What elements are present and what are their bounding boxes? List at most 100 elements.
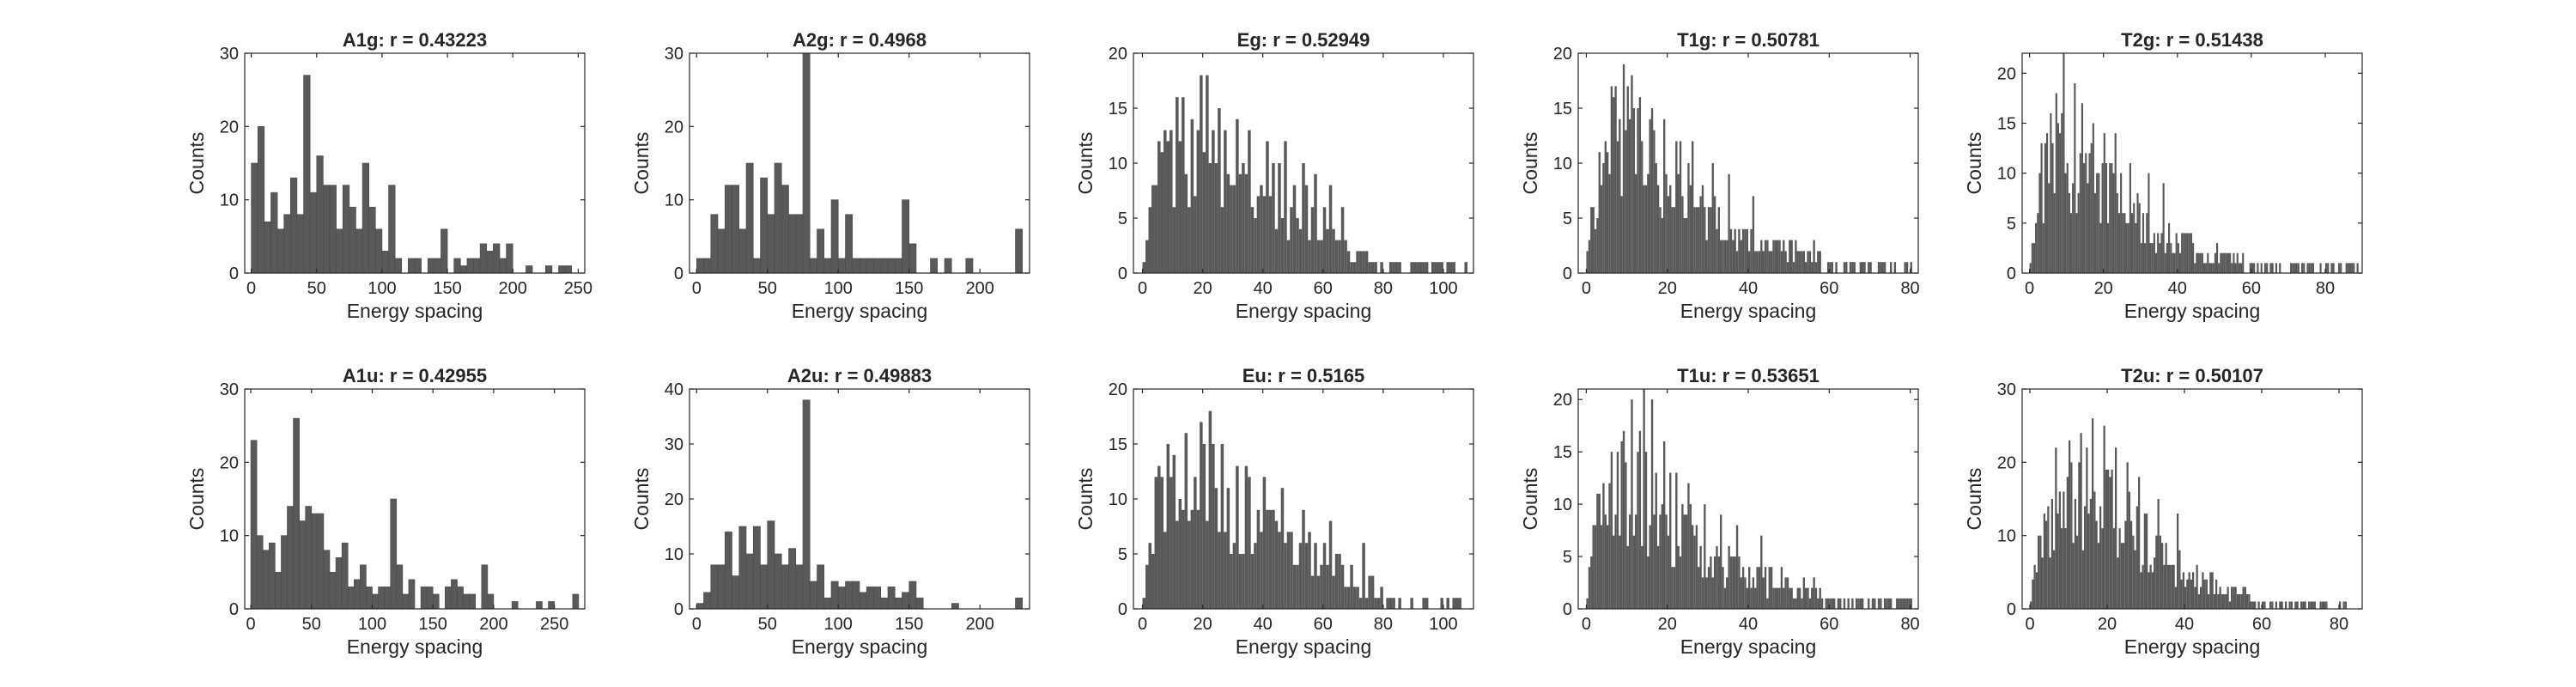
histogram-bar xyxy=(2327,263,2330,273)
histogram-bar xyxy=(2188,233,2190,273)
histogram-bar xyxy=(2105,469,2107,609)
histogram-bar xyxy=(1260,185,1263,273)
histogram-bar xyxy=(1596,218,1599,273)
histogram-bar xyxy=(781,185,789,274)
histogram-bar xyxy=(2266,263,2269,273)
y-tick-label: 15 xyxy=(1553,100,1572,119)
histogram-bar xyxy=(2180,579,2183,609)
histogram-bar xyxy=(1398,598,1401,609)
histogram-bar xyxy=(1720,240,1722,273)
histogram-bar xyxy=(1675,141,1678,273)
histogram-bar xyxy=(275,572,282,610)
histogram-bar xyxy=(1802,577,1805,609)
histogram-bar xyxy=(1220,444,1224,609)
histogram-bar xyxy=(336,228,343,274)
histogram-bar xyxy=(1608,173,1611,273)
y-tick-label: 5 xyxy=(2007,215,2016,234)
histogram-bar xyxy=(1726,240,1728,273)
histogram-bar xyxy=(2049,557,2051,609)
histogram-bar xyxy=(1452,598,1455,609)
histogram-bar xyxy=(493,243,501,274)
histogram-bar xyxy=(2239,593,2241,609)
histogram-bar xyxy=(2123,543,2125,609)
histogram-panel: 0 50 100 150 200 250 0 10 20 30 A1g: r = 0.43223 En… xyxy=(185,29,592,322)
histogram-bar xyxy=(1607,525,1609,609)
histogram-bar xyxy=(1616,141,1619,273)
histogram-bar xyxy=(2115,447,2117,609)
histogram-bar xyxy=(2142,564,2144,609)
histogram-bar xyxy=(1750,228,1753,273)
histogram-bar xyxy=(2215,579,2218,609)
x-tick-label: 0 xyxy=(2025,279,2034,298)
histogram-bar xyxy=(469,593,477,610)
y-tick-label: 10 xyxy=(1553,155,1572,173)
histogram-bar xyxy=(1729,228,1733,273)
x-tick-label: 20 xyxy=(1193,279,1212,298)
histogram-bar xyxy=(1811,587,1814,609)
histogram-bar xyxy=(1883,262,1886,273)
histogram-bar xyxy=(1689,504,1692,609)
histogram-bars xyxy=(1142,410,1461,609)
histogram-bar xyxy=(256,535,264,610)
histogram-bar xyxy=(1638,97,1642,273)
histogram-bar xyxy=(1656,185,1660,273)
histogram-bar xyxy=(717,228,726,274)
histogram-bar xyxy=(394,258,403,274)
histogram-bar xyxy=(1632,108,1635,273)
histogram-bar xyxy=(1673,567,1676,609)
histogram-bar xyxy=(1588,240,1591,273)
histogram-bar xyxy=(1687,163,1690,273)
histogram-bar xyxy=(2324,263,2328,273)
histogram-bar xyxy=(1786,262,1789,273)
histogram-bar xyxy=(1792,262,1795,273)
histogram-bar xyxy=(1665,173,1668,273)
histogram-bar xyxy=(2194,587,2196,609)
histogram-bar xyxy=(2126,462,2129,609)
histogram-bar xyxy=(1904,598,1906,609)
histogram-bar xyxy=(1899,598,1903,609)
histogram-bar xyxy=(2227,587,2229,609)
histogram-bar xyxy=(1184,173,1188,273)
x-tick-label: 40 xyxy=(2175,615,2194,634)
histogram-bar xyxy=(1154,477,1158,609)
histogram-bar xyxy=(1386,598,1389,609)
histogram-bar xyxy=(795,214,804,274)
x-tick-label: 60 xyxy=(1314,615,1333,634)
histogram-bar xyxy=(293,417,300,610)
histogram-bar xyxy=(2319,601,2322,609)
y-axis-label: Counts xyxy=(1074,468,1097,531)
histogram-bar xyxy=(1218,532,1221,609)
histogram-panel: 0 20 40 60 80 0 5 10 15 20 T1g: r = 0.50781 Energy … xyxy=(1519,29,1920,322)
histogram-bar xyxy=(774,162,782,274)
histogram-bar xyxy=(1260,532,1263,609)
histogram-bar xyxy=(299,520,307,610)
histogram-bar xyxy=(2339,601,2342,609)
histogram-bar xyxy=(1705,577,1708,609)
histogram-bar xyxy=(463,593,470,610)
histogram-bar xyxy=(1163,130,1167,273)
histogram-bar xyxy=(1826,262,1830,273)
histogram-bar xyxy=(2063,53,2065,273)
histogram-bar xyxy=(2257,263,2259,273)
histogram-bar xyxy=(1622,430,1625,609)
histogram-bar xyxy=(1814,587,1818,609)
histogram-bar xyxy=(1334,554,1339,609)
histogram-bar xyxy=(1663,119,1666,273)
histogram-bar xyxy=(1172,454,1176,609)
histogram-bar xyxy=(2200,587,2202,609)
histogram-bar xyxy=(1667,535,1670,609)
histogram-bar xyxy=(432,593,440,610)
histogram-bar xyxy=(2186,579,2189,609)
histogram-bar xyxy=(752,258,761,274)
histogram-bar xyxy=(1358,251,1363,273)
histogram-bar xyxy=(1238,173,1242,273)
histogram-bar xyxy=(1699,545,1702,609)
histogram-bar xyxy=(2213,593,2215,609)
histogram-bar xyxy=(1693,207,1696,273)
histogram-bar xyxy=(2070,462,2073,609)
histogram-bar xyxy=(1707,567,1710,609)
histogram-bar xyxy=(1302,509,1305,609)
histogram-bar xyxy=(1717,207,1720,273)
histogram-bar xyxy=(1641,545,1643,609)
histogram-bar xyxy=(2238,263,2240,273)
